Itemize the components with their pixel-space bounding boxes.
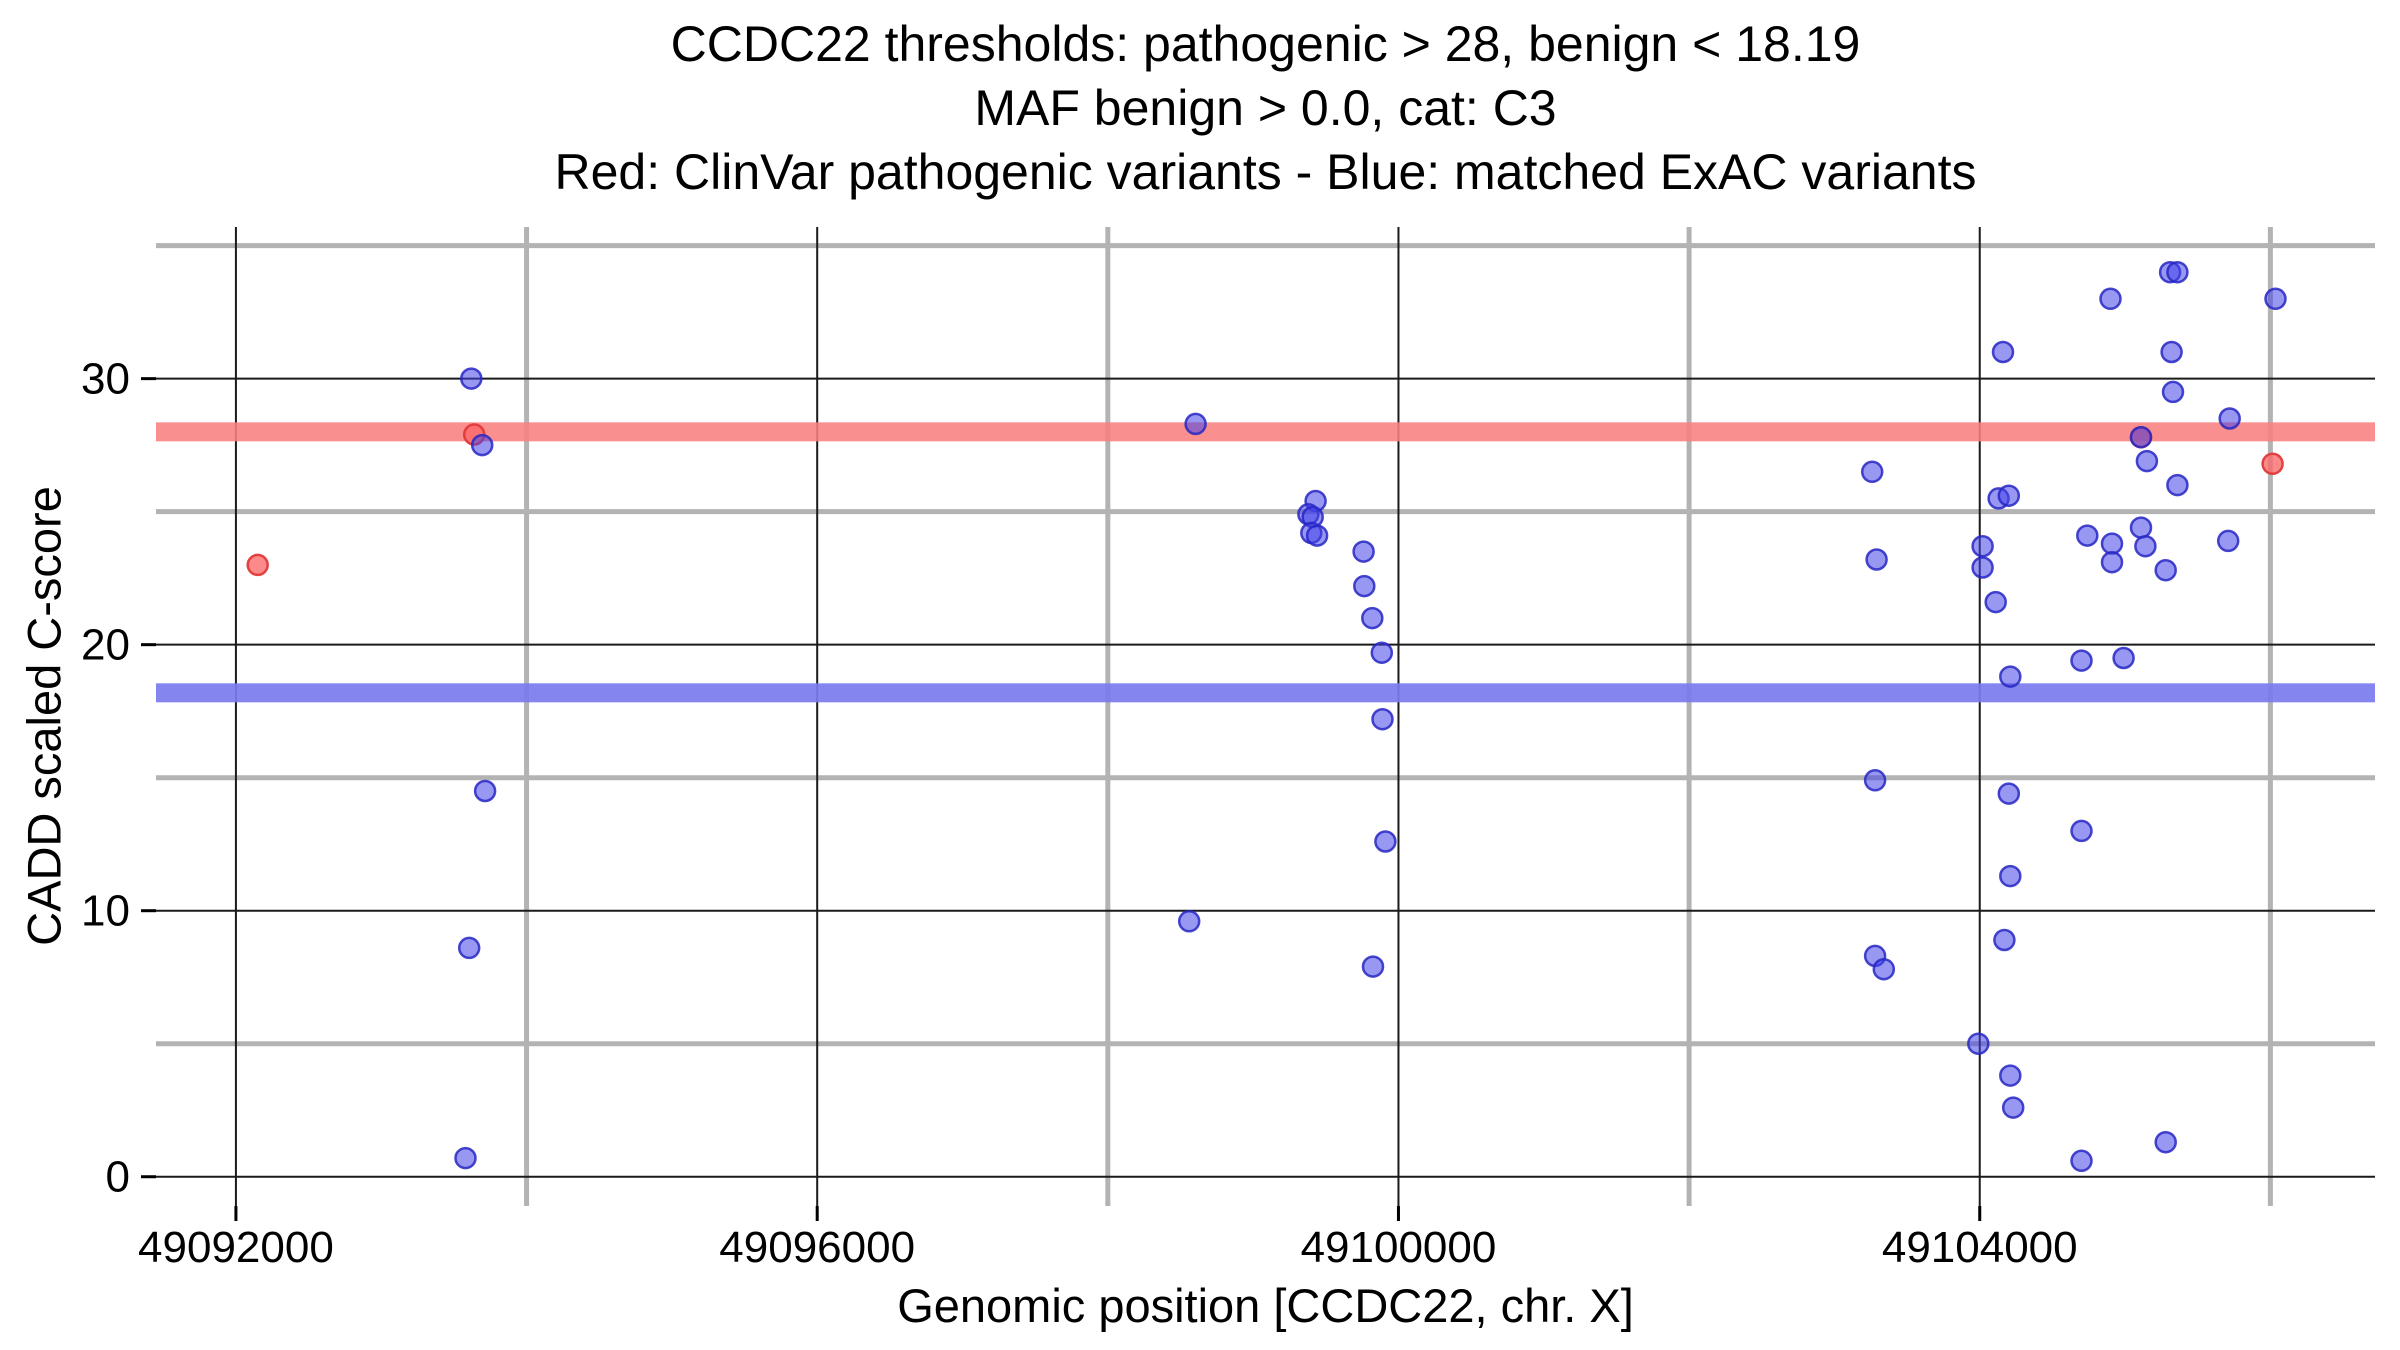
data-point-blue [2070, 649, 2093, 672]
data-point-blue [2070, 1149, 2093, 1173]
data-point-blue [1361, 955, 1385, 978]
data-point-blue [1999, 665, 2022, 688]
data-point-blue [2129, 516, 2153, 539]
data-point-blue [2070, 819, 2093, 843]
data-point-blue [2154, 1130, 2177, 1154]
data-point-blue [2100, 550, 2124, 574]
data-point-blue [1184, 412, 1207, 436]
data-point-blue [2135, 449, 2159, 473]
x-axis-title: Genomic position [CCDC22, chr. X] [897, 1279, 1634, 1332]
data-point-blue [1967, 1032, 1990, 1055]
minor-gridlines [156, 227, 2375, 1206]
data-point-blue [1863, 769, 1887, 792]
data-point-blue [2166, 473, 2189, 497]
data-point-blue [2001, 1096, 2025, 1119]
data-point-blue [1860, 460, 1884, 484]
x-tick-label: 49104000 [1882, 1223, 2078, 1272]
data-point-blue [2076, 524, 2099, 547]
data-point-blue [1177, 910, 1201, 933]
plot-title-line-2: MAF benign > 0.0, cat: C3 [974, 80, 1557, 136]
threshold-bands [156, 422, 2375, 703]
data-point-blue [1997, 484, 2021, 507]
data-point-blue [2216, 529, 2240, 553]
data-point-blue [2161, 380, 2185, 404]
tick-labels: 49092000 49096000 49100000 49104000 0 10 20 30 [81, 355, 2078, 1272]
data-point-blue [2134, 534, 2157, 558]
data-point-blue [2100, 532, 2124, 555]
x-tick-label: 49100000 [1301, 1223, 1497, 1272]
data-point-blue [470, 433, 494, 457]
data-point-blue [1361, 606, 1384, 630]
data-point-blue [2264, 287, 2287, 311]
y-tick-label: 20 [81, 621, 130, 670]
data-point-blue [1865, 548, 1888, 571]
data-point-blue [1991, 340, 2015, 364]
plot-title-line-3: Red: ClinVar pathogenic variants - Blue:… [554, 144, 1977, 200]
axis-ticks [141, 377, 1982, 1221]
data-point-blue [2099, 287, 2122, 311]
x-tick-label: 49096000 [719, 1223, 915, 1272]
major-gridlines [156, 227, 2375, 1206]
data-point-blue [473, 779, 497, 803]
y-tick-label: 30 [81, 355, 130, 404]
data-point-blue [1999, 864, 2022, 888]
data-point-blue [2166, 260, 2189, 284]
data-point-blue [1993, 928, 2016, 952]
data-point-blue [1353, 574, 1376, 598]
data-point-blue [1971, 534, 1994, 558]
data-point-red [2261, 452, 2284, 476]
data-point-blue [1352, 540, 1375, 563]
data-point-blue [454, 1146, 477, 1170]
series-blue [454, 260, 2287, 1173]
pathogenic-threshold-band [156, 422, 2375, 442]
data-point-blue [2160, 340, 2183, 364]
y-axis-title: CADD scaled C-score [17, 486, 71, 946]
data-point-blue [2218, 407, 2241, 430]
data-point-blue [460, 367, 483, 390]
data-point-blue [1371, 707, 1394, 731]
data-point-blue [1971, 556, 1994, 579]
data-point-red [246, 553, 269, 577]
y-tick-label: 10 [81, 887, 130, 936]
data-point-blue [1999, 1064, 2022, 1087]
data-point-blue [1872, 957, 1896, 981]
y-tick-label: 0 [106, 1153, 130, 1202]
data-point-blue [2129, 425, 2153, 449]
data-point-blue [1997, 782, 2021, 805]
data-point-blue [2154, 558, 2177, 582]
benign-threshold-band [156, 683, 2375, 703]
data-point-blue [1370, 641, 1394, 664]
data-point-blue [457, 936, 481, 960]
data-point-blue [1984, 590, 2007, 614]
data-point-blue [2112, 646, 2135, 670]
x-tick-label: 49092000 [138, 1223, 334, 1272]
plot-title: CCDC22 thresholds: pathogenic > 28, beni… [156, 12, 2375, 204]
data-point-blue [1305, 524, 1329, 547]
data-point-blue [1374, 830, 1397, 853]
plot-title-line-1: CCDC22 thresholds: pathogenic > 28, beni… [670, 16, 1861, 72]
